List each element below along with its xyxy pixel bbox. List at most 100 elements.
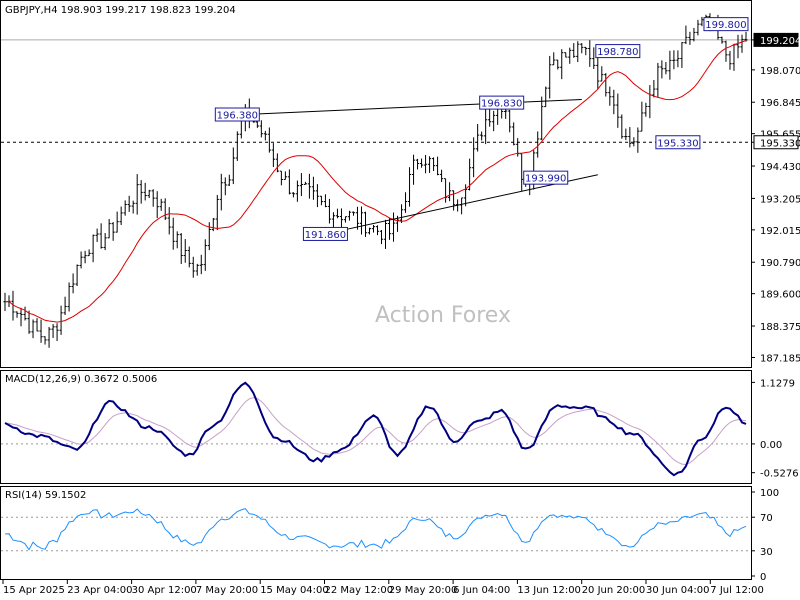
price-bar	[480, 131, 484, 141]
price-bar	[608, 86, 612, 106]
price-bar	[27, 310, 31, 334]
price-bar	[11, 290, 15, 321]
price-bar	[167, 207, 171, 235]
price-bar	[295, 180, 299, 202]
price-bar	[572, 43, 576, 58]
price-bar	[604, 73, 608, 97]
price-bar	[231, 147, 235, 185]
price-bar	[548, 55, 552, 99]
price-annotation: 196.380	[214, 107, 260, 122]
annotation-box	[595, 44, 641, 59]
rsi-axis-tick-label: 100	[760, 488, 779, 499]
price-axis-tick-label: 194.430	[760, 162, 800, 173]
price-annotation: 196.830	[479, 95, 525, 110]
price-axis-tick-label: 190.790	[760, 258, 800, 269]
price-bar	[624, 128, 628, 141]
price-bar	[327, 198, 332, 224]
price-bar	[391, 212, 396, 242]
price-panel-frame	[0, 0, 752, 368]
price-bar	[343, 216, 348, 223]
price-bar	[111, 222, 115, 241]
price-bar	[564, 52, 568, 58]
price-bar	[676, 50, 680, 68]
price-bar	[692, 27, 696, 42]
price-annotation: 199.800	[703, 17, 749, 32]
price-bar	[87, 249, 91, 257]
price-bar	[203, 239, 207, 271]
price-bar	[335, 208, 340, 219]
price-bar	[239, 119, 243, 139]
macd-signal-line	[4, 397, 747, 466]
price-bar	[215, 194, 219, 231]
price-bar	[576, 41, 580, 63]
price-bar	[291, 192, 295, 198]
rsi-line	[4, 508, 747, 551]
watermark: Action Forex	[375, 303, 511, 328]
price-bar	[75, 264, 79, 286]
price-bar	[431, 157, 436, 172]
time-axis-tick-label: 13 Jun 12:00	[517, 585, 581, 596]
price-bar	[223, 177, 227, 196]
price-bar	[484, 109, 488, 145]
price-bar	[139, 180, 143, 204]
price-bar	[267, 127, 271, 153]
price-bar	[47, 326, 51, 348]
price-bar	[439, 169, 444, 183]
price-bar	[143, 182, 147, 201]
price-bar	[644, 102, 648, 117]
time-axis-tick-label: 15 May 04:00	[260, 585, 329, 596]
price-bar	[584, 46, 588, 56]
price-axis-tick-label: 188.375	[760, 322, 800, 333]
annotation-label: 196.830	[481, 99, 522, 110]
price-bar	[363, 211, 368, 237]
price-bar	[23, 306, 27, 321]
price-bar	[628, 127, 632, 148]
price-bar	[259, 120, 263, 138]
price-bar	[131, 200, 135, 214]
price-bar	[672, 50, 676, 70]
price-bar	[187, 246, 191, 268]
price-bar	[271, 143, 275, 168]
price-bar	[552, 52, 556, 66]
price-bar	[732, 43, 736, 71]
price-bar	[183, 239, 187, 263]
price-axis-tick-label: 198.070	[760, 66, 800, 77]
price-bar	[339, 208, 344, 229]
price-bar	[512, 122, 516, 146]
price-bar	[476, 124, 480, 152]
price-bar	[696, 19, 700, 36]
price-bar	[648, 85, 652, 119]
price-bar	[580, 43, 584, 54]
price-bar	[427, 156, 432, 173]
price-layer: 196.380 196.830 191.860 193.990 198.780 195.3…	[1, 13, 751, 348]
price-bar	[616, 93, 620, 128]
price-bar	[51, 324, 55, 338]
price-bar	[728, 50, 732, 70]
price-bar	[63, 296, 67, 315]
annotation-label: 193.990	[525, 174, 566, 185]
price-bar	[415, 158, 420, 170]
annotation-box	[302, 226, 348, 241]
price-bar	[235, 131, 239, 161]
price-bar	[680, 42, 684, 68]
price-bar	[175, 231, 179, 249]
price-bar	[359, 206, 364, 235]
price-bar	[55, 323, 59, 342]
price-bar	[740, 34, 744, 53]
price-bar	[660, 60, 664, 79]
price-bar	[91, 234, 95, 263]
time-axis-tick-label: 29 May 20:00	[389, 585, 458, 596]
annotation-box	[479, 95, 525, 110]
price-bar	[219, 173, 223, 211]
price-bar	[371, 224, 376, 233]
price-bar	[668, 50, 672, 80]
rsi-panel-frame	[0, 486, 752, 580]
annotation-label: 196.380	[217, 111, 258, 122]
price-bar	[303, 181, 308, 185]
price-bar	[540, 96, 544, 141]
price-bar	[283, 171, 287, 180]
price-bar	[319, 195, 324, 206]
price-bar	[323, 194, 328, 208]
annotation-label: 191.860	[305, 230, 346, 241]
price-bar	[399, 204, 404, 224]
